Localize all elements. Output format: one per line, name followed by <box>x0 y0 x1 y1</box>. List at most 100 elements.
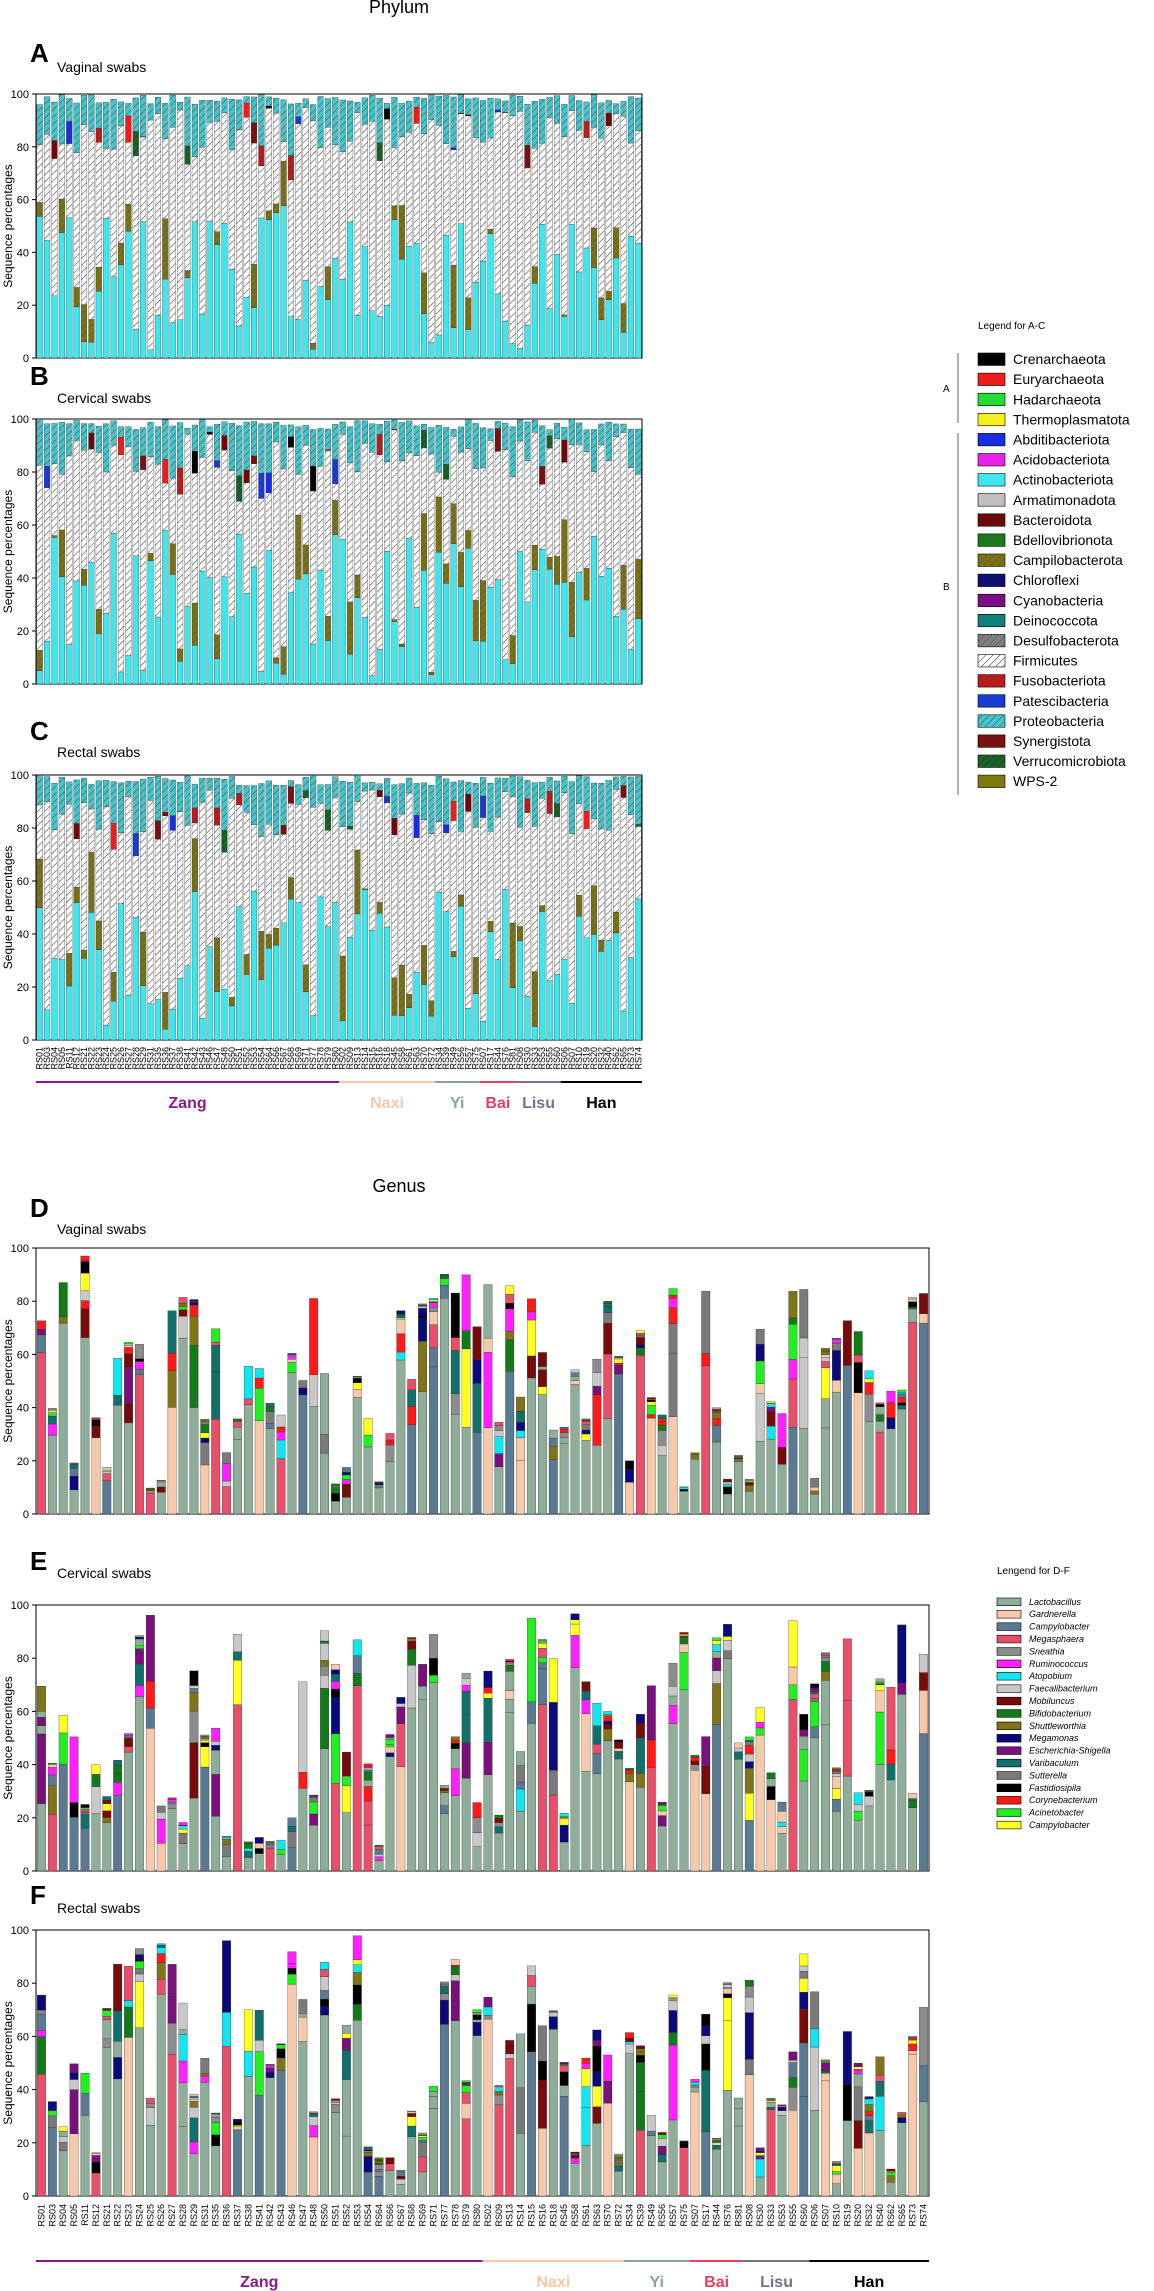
bar-segment <box>113 2010 123 2042</box>
legend-label: Hadarchaeota <box>1013 391 1101 407</box>
bar-segment <box>723 1640 732 1651</box>
bar-segment <box>461 2083 471 2086</box>
bar-segment <box>897 2117 907 2123</box>
bar-segment <box>598 576 605 685</box>
bar-hatch <box>288 803 294 878</box>
bar-segment <box>614 1748 624 1752</box>
bar-segment <box>472 1359 482 1384</box>
bar-segment <box>701 2035 711 2045</box>
bar-segment <box>712 1418 722 1426</box>
bar-segment <box>310 465 317 492</box>
bar-segment <box>570 2151 580 2154</box>
bar-segment <box>199 570 206 685</box>
bar-segment <box>113 1773 123 1783</box>
bar-segment <box>919 2065 928 2103</box>
bar-segment <box>140 670 147 685</box>
bar-segment <box>178 2082 188 2127</box>
y-tick-label: 0 <box>23 1866 29 1878</box>
x-tick-label: RS53 <box>777 2204 787 2227</box>
x-tick-label: RS47 <box>298 2204 308 2227</box>
bar-hatch <box>317 96 324 148</box>
bar-segment <box>821 1654 830 1659</box>
bar-segment <box>465 793 472 812</box>
x-tick-label: RS24 <box>101 1047 111 1070</box>
bar-segment <box>162 278 169 359</box>
bar-hatch <box>391 619 398 622</box>
bar-segment <box>625 1769 634 1774</box>
bar-hatch <box>435 425 442 473</box>
bar-hatch <box>273 98 280 114</box>
bar-hatch <box>568 781 575 834</box>
bar-hatch <box>162 218 169 280</box>
x-tick-label: RS63 <box>592 2204 602 2227</box>
bar-hatch <box>517 776 523 828</box>
x-tick-label: RS46 <box>287 2204 297 2227</box>
legend-label: Mobiluncus <box>1029 1696 1075 1706</box>
bar-segment <box>636 2048 645 2053</box>
bar-segment <box>167 1964 177 2000</box>
bar-segment <box>189 1302 199 1306</box>
bar-segment <box>113 2078 123 2197</box>
bar-hatch <box>384 778 390 797</box>
bar-segment <box>243 1404 253 1515</box>
bar-hatch <box>339 421 346 435</box>
legend-swatch-hatch <box>978 654 1005 667</box>
bar-segment <box>723 1636 732 1641</box>
bar-segment <box>233 2119 242 2122</box>
bar-segment <box>668 1723 678 1872</box>
bar-segment <box>443 911 450 1041</box>
bar-segment <box>766 2109 776 2197</box>
bar-segment <box>191 450 198 474</box>
legend-label: Megamonas <box>1029 1733 1079 1743</box>
bar-segment <box>690 2086 700 2093</box>
bar-segment <box>91 1774 101 1787</box>
bar-segment <box>47 2115 57 2128</box>
bar-segment <box>788 1378 798 1428</box>
bar-segment <box>189 2098 199 2102</box>
bar-hatch <box>214 424 220 461</box>
bar-segment <box>483 1774 493 1872</box>
bar-segment <box>376 790 383 797</box>
bar-segment <box>363 1771 373 1781</box>
y-tick-label: 0 <box>23 1509 29 1521</box>
bar-segment <box>331 1500 340 1515</box>
bar-segment <box>222 1452 231 1464</box>
bar-segment <box>461 1685 471 1692</box>
bar-segment <box>908 1807 918 1872</box>
x-tick-label: RS58 <box>570 2204 580 2227</box>
legend-label: WPS-2 <box>1013 773 1058 789</box>
bar-segment <box>755 2147 765 2152</box>
x-tick-label: RS35 <box>211 2204 221 2227</box>
bar-hatch <box>103 148 110 219</box>
bar-hatch <box>118 832 124 904</box>
bar-segment <box>450 1740 460 1744</box>
bar-segment <box>341 2050 351 2080</box>
x-tick-label: RS11 <box>64 1047 74 1069</box>
bar-segment <box>465 329 472 359</box>
bar-hatch <box>465 419 472 449</box>
bar-segment <box>483 1338 493 1353</box>
bar-hatch <box>88 319 95 343</box>
x-tick-label: RS40 <box>604 1047 614 1070</box>
bar-segment <box>385 1746 395 1753</box>
bar-segment <box>396 1697 406 1704</box>
bar-segment <box>559 1813 569 1817</box>
bar-hatch <box>280 468 287 647</box>
bar-segment <box>332 459 339 484</box>
bar-segment <box>298 1788 308 1872</box>
bar-segment <box>80 2093 90 2116</box>
bar-segment <box>723 1624 732 1637</box>
bar-segment <box>189 1300 199 1303</box>
bar-segment <box>636 1344 645 1348</box>
bar-segment <box>723 1993 732 1998</box>
bar-segment <box>908 1298 918 1302</box>
bar-segment <box>744 1479 754 1481</box>
bar-segment <box>570 2157 580 2164</box>
bar-segment <box>875 1402 885 1405</box>
bar-segment <box>559 1824 569 1843</box>
bar-hatch <box>273 657 280 664</box>
bar-segment <box>341 1497 351 1515</box>
bar-hatch <box>554 816 560 975</box>
legend-swatch <box>977 493 1006 507</box>
